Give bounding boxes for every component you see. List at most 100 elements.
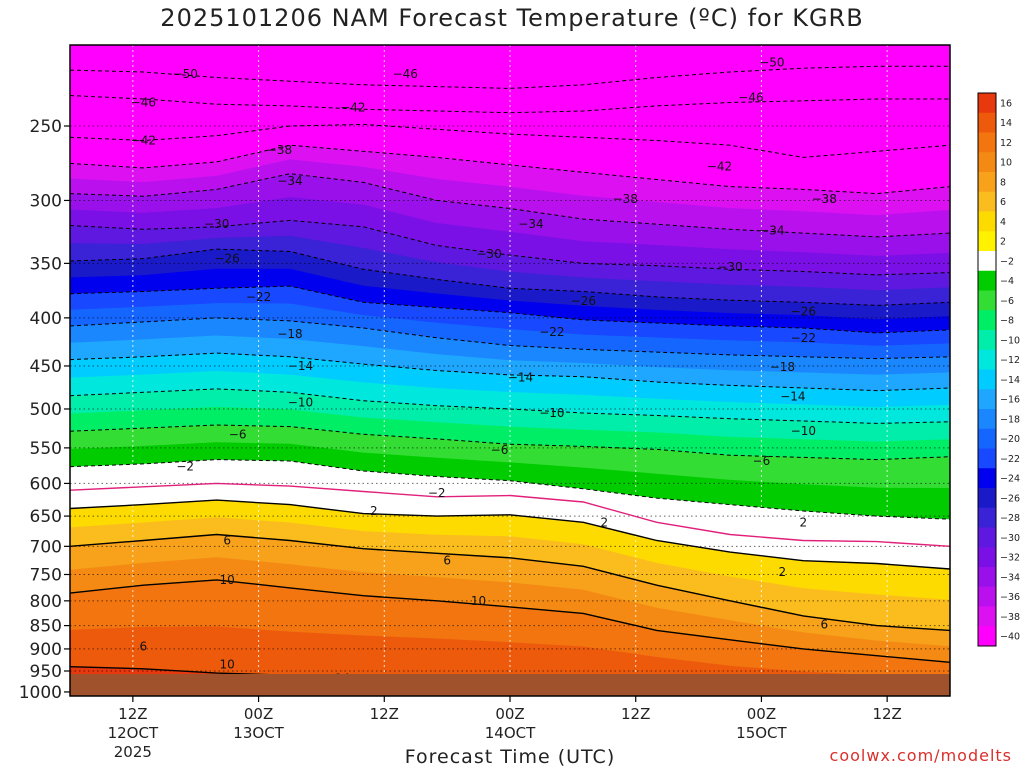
contour-label: −18 (277, 327, 302, 341)
contour-label: 2 (600, 515, 608, 529)
colorbar-swatch (978, 606, 996, 627)
colorbar-swatch (978, 191, 996, 212)
contour-label: −30 (717, 260, 742, 274)
contour-label: −42 (131, 133, 156, 147)
colorbar-swatch (978, 349, 996, 370)
colorbar-label: −40 (1000, 632, 1020, 643)
contour-label: −50 (759, 56, 784, 70)
contour-line (70, 499, 950, 570)
colorbar-label: −30 (1000, 533, 1020, 544)
contour-line (70, 317, 950, 360)
contour-label: −26 (214, 252, 239, 266)
colorbar-label: −6 (1000, 296, 1014, 307)
colorbar-swatch (978, 132, 996, 153)
colorbar-label: −22 (1000, 454, 1020, 465)
colorbar-label: −20 (1000, 434, 1020, 445)
contour-line (70, 123, 950, 158)
x-axis-label: Forecast Time (UTC) (404, 746, 616, 768)
colorbar-label: −34 (1000, 572, 1020, 583)
y-tick-label: 250 (30, 117, 62, 137)
x-tick-label: 00Z (495, 705, 524, 723)
contour-label: 6 (820, 618, 828, 632)
contour-line (70, 533, 950, 632)
contour-label: 2 (800, 515, 808, 529)
colorbar-label: −36 (1000, 592, 1020, 603)
contour-label: 2 (779, 565, 787, 579)
colorbar-swatch (978, 93, 996, 114)
contour-label: 10 (471, 594, 486, 608)
contour-label: −6 (229, 427, 247, 441)
contour-label: 10 (220, 573, 235, 587)
contour-label: 6 (223, 533, 231, 547)
y-tick-label: 450 (30, 357, 62, 377)
y-tick-label: 900 (30, 640, 62, 660)
colorbar-swatch (978, 290, 996, 311)
colorbar-label: −38 (1000, 612, 1020, 623)
contour-line (70, 248, 950, 306)
contour-label: −22 (246, 290, 271, 304)
y-tick-label: 300 (30, 191, 62, 211)
colorbar-swatch (978, 251, 996, 272)
y-tick-label: 350 (30, 254, 62, 274)
contour-label: −22 (791, 331, 816, 345)
credit-link[interactable]: coolwx.com/modelts (829, 746, 1012, 765)
y-tick-label: 1000 (19, 683, 62, 703)
contour-label: 6 (140, 640, 148, 654)
colorbar-label: −14 (1000, 375, 1020, 386)
colorbar-label: −2 (1000, 256, 1014, 267)
colorbar-label: 6 (1000, 197, 1006, 208)
y-axis: 250 300 350 400 450 500 550 600 650 700 750 800 850 9… (19, 117, 70, 703)
x-tick-label: 2025 (114, 743, 152, 761)
contour-label: −26 (791, 305, 816, 319)
colorbar-swatch (978, 330, 996, 351)
contour-line (70, 285, 950, 334)
x-tick-label: 12Z (118, 705, 147, 723)
colorbar-swatch (978, 409, 996, 430)
contour-label: −46 (131, 95, 156, 109)
x-tick-label: 12Z (872, 705, 901, 723)
y-tick-label: 550 (30, 439, 62, 459)
contour-label: −6 (753, 454, 771, 468)
colorbar-label: −28 (1000, 513, 1020, 524)
contour-label: −30 (204, 217, 229, 231)
colorbar-swatch (978, 389, 996, 410)
colorbar-swatch (978, 567, 996, 588)
contour-label: −34 (518, 217, 543, 231)
colorbar-swatch (978, 211, 996, 232)
y-tick-label: 700 (30, 537, 62, 557)
temperature-contours (70, 65, 950, 696)
colorbar-label: −26 (1000, 493, 1020, 504)
colorbar-label: 16 (1000, 98, 1012, 109)
chart-title: 2025101206 NAM Forecast Temperature (ºC)… (160, 4, 864, 32)
x-tick-label: 12Z (621, 705, 650, 723)
contour-line (70, 579, 950, 663)
contour-label: −34 (759, 224, 784, 238)
colorbar-swatch (978, 586, 996, 607)
x-tick-label: 15OCT (736, 724, 787, 742)
y-tick-label: 750 (30, 565, 62, 585)
contour-label: 6 (443, 554, 451, 568)
colorbar-label: −24 (1000, 474, 1020, 485)
colorbar-swatch (978, 507, 996, 528)
contour-label: −38 (267, 143, 292, 157)
contour-label: −10 (791, 424, 816, 438)
colorbar-swatch (978, 310, 996, 331)
ground-band (70, 674, 950, 696)
contour-line (70, 459, 950, 520)
contour-label: −50 (173, 67, 198, 81)
contour-labels: −50 −50 −46 −46 −46 −42 −42 −42 −38 −38 −38 −34 −34 −… (131, 56, 837, 688)
contour-label: −14 (508, 371, 533, 385)
colorbar-swatch (978, 428, 996, 449)
x-tick-label: 00Z (244, 705, 273, 723)
colorbar-label: 4 (1000, 217, 1006, 228)
gridlines (70, 45, 950, 696)
contour-label: −6 (491, 443, 509, 457)
contour-label: −42 (340, 101, 365, 115)
contour-line (70, 219, 950, 276)
colorbar-swatch (978, 270, 996, 291)
y-tick-label: 800 (30, 592, 62, 612)
contour-label: −30 (476, 247, 501, 261)
colorbar-label: −12 (1000, 355, 1020, 366)
contour-line (70, 144, 950, 195)
